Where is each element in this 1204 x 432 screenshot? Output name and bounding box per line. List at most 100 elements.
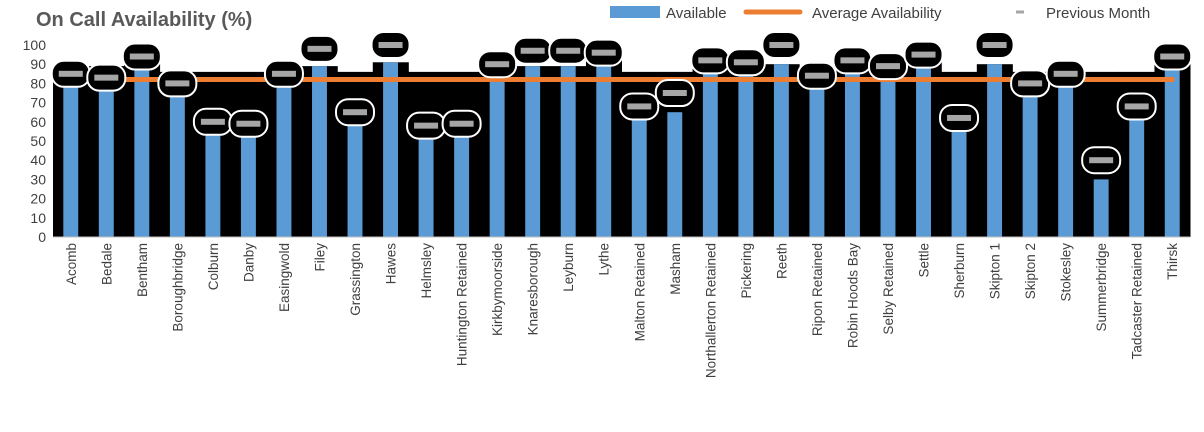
bar-available xyxy=(454,127,470,237)
x-category-label: Stokesley xyxy=(1059,243,1074,302)
bar-available xyxy=(383,62,399,237)
bar-available xyxy=(1022,83,1038,238)
y-tick-label: 100 xyxy=(23,37,47,53)
y-tick-label: 30 xyxy=(30,171,46,187)
bar-available xyxy=(312,66,327,238)
y-tick-label: 70 xyxy=(30,95,46,111)
x-category-label: Robin Hoods Bay xyxy=(845,243,860,348)
bar-available xyxy=(240,125,256,237)
marker-previous-month xyxy=(1089,157,1114,164)
marker-previous-month xyxy=(449,120,474,127)
bar-available xyxy=(489,58,505,237)
bar-available xyxy=(1164,60,1180,237)
bar-available xyxy=(773,64,789,237)
x-category-label: Masham xyxy=(668,243,683,295)
marker-previous-month xyxy=(343,109,368,116)
x-category-label: Lythe xyxy=(597,243,612,276)
x-category-label: Leyburn xyxy=(561,243,576,292)
bar-available xyxy=(276,75,292,237)
bar-available xyxy=(205,117,221,237)
marker-previous-month xyxy=(414,122,439,129)
x-category-label: Danby xyxy=(241,243,256,282)
marker-previous-month xyxy=(947,114,972,121)
x-category-label: Kirkbymoorside xyxy=(490,243,505,336)
plot-area xyxy=(50,31,1193,238)
x-category-label: Easingwold xyxy=(277,243,292,312)
marker-previous-month xyxy=(769,42,794,48)
marker-previous-month xyxy=(662,90,687,96)
x-category-label: Grassington xyxy=(348,243,363,316)
bar-available xyxy=(134,62,150,237)
bar-available xyxy=(347,112,363,237)
bar-available xyxy=(844,66,860,238)
bar-available xyxy=(809,79,825,237)
x-category-label: Knaresborough xyxy=(526,243,541,335)
marker-previous-month xyxy=(1053,70,1078,77)
bar-available xyxy=(667,112,683,237)
marker-previous-month xyxy=(627,103,652,110)
legend-swatch-available xyxy=(610,6,660,18)
x-category-label: Sherburn xyxy=(952,243,967,299)
legend: Available Average Availability Previous … xyxy=(610,5,1150,22)
bar-available xyxy=(1093,179,1109,237)
x-category-label: Acomb xyxy=(64,243,79,285)
y-tick-label: 90 xyxy=(30,56,46,72)
marker-previous-month xyxy=(591,49,616,56)
x-category-label: Bentham xyxy=(135,243,150,297)
x-category-label: Settle xyxy=(917,243,932,278)
x-axis: Acomb Bedale Bentham Boroughbridge Colburn Da… xyxy=(53,236,1190,378)
y-tick-label: 0 xyxy=(38,229,46,245)
marker-previous-month xyxy=(698,57,723,64)
marker-previous-month xyxy=(165,80,190,87)
marker-previous-month xyxy=(307,45,332,52)
x-category-label: Hawes xyxy=(384,243,399,285)
marker-previous-month xyxy=(200,118,225,125)
x-category-label: Huntington Retained xyxy=(455,243,470,366)
bar-available xyxy=(951,131,967,237)
marker-previous-month xyxy=(271,70,296,77)
legend-label-average: Average Availability xyxy=(812,5,942,22)
bar-available xyxy=(560,66,576,238)
x-category-label: Tadcaster Retained xyxy=(1130,243,1145,359)
x-category-label: Northallerton Retained xyxy=(703,243,718,378)
bar-available xyxy=(1129,110,1145,237)
bar-available xyxy=(525,66,541,238)
marker-previous-month xyxy=(556,47,581,54)
x-category-label: Skipton 1 xyxy=(988,243,1003,299)
chart-title: On Call Availability (%) xyxy=(36,9,252,31)
bar-available xyxy=(880,68,896,237)
marker-previous-month xyxy=(804,72,829,79)
x-category-label: Filey xyxy=(312,243,327,272)
bar-available xyxy=(169,83,185,238)
x-category-label: Malton Retained xyxy=(632,243,647,341)
y-tick-label: 20 xyxy=(30,191,46,207)
x-category-label: Selby Retained xyxy=(881,243,896,335)
marker-previous-month xyxy=(1124,103,1149,110)
x-category-label: Colburn xyxy=(206,243,221,290)
x-category-label: Thirsk xyxy=(1165,243,1180,280)
marker-previous-month xyxy=(378,42,403,48)
bar-available xyxy=(738,58,754,237)
y-tick-label: 40 xyxy=(30,152,46,168)
y-tick-label: 60 xyxy=(30,114,46,130)
bar-available xyxy=(1058,75,1074,237)
x-category-label: Skipton 2 xyxy=(1023,243,1038,299)
marker-previous-month xyxy=(94,74,119,81)
bar-available xyxy=(916,62,931,237)
bar-available xyxy=(987,64,1003,237)
x-category-label: Boroughbridge xyxy=(170,243,185,332)
bar-available xyxy=(98,66,114,238)
x-category-label: Helmsley xyxy=(419,243,434,299)
x-category-label: Ripon Retained xyxy=(810,243,825,336)
bar-available xyxy=(596,54,612,237)
legend-label-previous: Previous Month xyxy=(1046,5,1150,22)
x-category-label: Summerbridge xyxy=(1094,243,1109,332)
marker-previous-month xyxy=(911,51,936,58)
bar-available xyxy=(631,110,647,237)
y-tick-label: 80 xyxy=(30,75,46,91)
x-category-label: Pickering xyxy=(739,243,754,299)
marker-previous-month xyxy=(58,70,83,77)
x-category-label: Reeth xyxy=(774,243,789,279)
y-axis: 0 10 20 30 40 50 60 70 80 90 100 xyxy=(23,37,47,245)
